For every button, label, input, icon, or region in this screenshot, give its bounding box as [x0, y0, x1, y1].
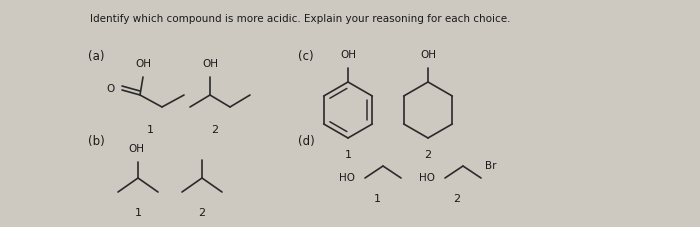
Text: OH: OH — [135, 59, 151, 69]
Text: 1: 1 — [146, 125, 153, 135]
Text: OH: OH — [420, 50, 436, 60]
Text: (c): (c) — [298, 50, 314, 63]
Text: OH: OH — [202, 59, 218, 69]
Text: O: O — [106, 84, 115, 94]
Text: (b): (b) — [88, 135, 105, 148]
Text: 1: 1 — [344, 150, 351, 160]
Text: 1: 1 — [374, 194, 381, 204]
Text: HO: HO — [339, 173, 355, 183]
Text: 2: 2 — [198, 208, 206, 218]
Text: Identify which compound is more acidic. Explain your reasoning for each choice.: Identify which compound is more acidic. … — [90, 14, 510, 24]
Text: (d): (d) — [298, 135, 315, 148]
Text: OH: OH — [340, 50, 356, 60]
Text: 2: 2 — [424, 150, 432, 160]
Text: 2: 2 — [211, 125, 218, 135]
Text: (a): (a) — [88, 50, 104, 63]
Text: HO: HO — [419, 173, 435, 183]
Text: 2: 2 — [454, 194, 461, 204]
Text: OH: OH — [128, 144, 144, 154]
Text: Br: Br — [485, 161, 496, 171]
Text: 1: 1 — [134, 208, 141, 218]
